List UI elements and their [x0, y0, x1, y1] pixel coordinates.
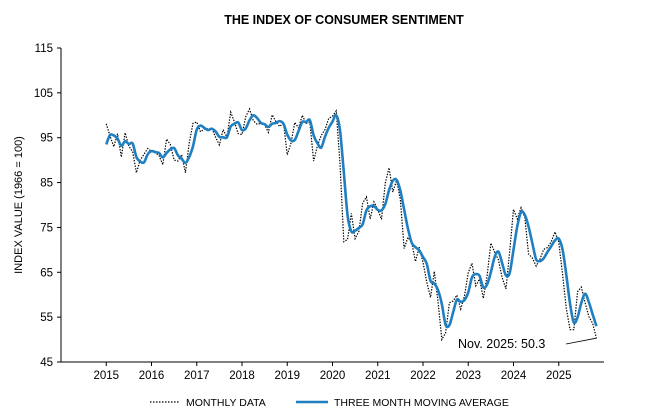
legend: MONTHLY DATA THREE MONTH MOVING AVERAGE — [150, 397, 509, 409]
y-axis-label: INDEX VALUE (1966 = 100) — [13, 136, 25, 274]
plot-area — [60, 48, 604, 363]
annotation-label: Nov. 2025: 50.3 — [458, 337, 545, 351]
y-tick-label: 105 — [34, 88, 53, 100]
chart-title: THE INDEX OF CONSUMER SENTIMENT — [224, 13, 464, 27]
legend-label-monthly: MONTHLY DATA — [186, 397, 266, 409]
y-tick-label: 75 — [40, 222, 53, 234]
y-tick-group: 45 55 65 75 85 95 105 115 — [34, 43, 61, 369]
annotation-leader-line — [565, 337, 597, 345]
legend-label-moving-average: THREE MONTH MOVING AVERAGE — [334, 397, 509, 409]
x-tick-label: 2025 — [546, 370, 572, 382]
y-tick-label: 45 — [40, 357, 53, 369]
x-tick-label: 2016 — [139, 370, 165, 382]
y-tick-label: 95 — [40, 133, 53, 145]
x-tick-label: 2018 — [229, 370, 255, 382]
x-tick-label: 2024 — [501, 370, 527, 382]
x-tick-label: 2017 — [184, 370, 210, 382]
x-tick-label: 2022 — [410, 370, 436, 382]
series-layer — [105, 107, 598, 342]
y-tick-label: 85 — [40, 178, 53, 190]
annotation: Nov. 2025: 50.3 — [458, 337, 597, 351]
x-tick-label: 2020 — [320, 370, 346, 382]
x-tick-group: 2015 2016 2017 2018 2019 2020 2021 2022 2023 2024… — [93, 362, 572, 382]
x-tick-label: 2021 — [365, 370, 391, 382]
y-tick-label: 115 — [35, 43, 53, 55]
series-line-moving-average — [105, 113, 598, 329]
series-line-monthly — [105, 107, 598, 342]
x-tick-label: 2015 — [93, 370, 119, 382]
y-tick-label: 55 — [40, 312, 53, 324]
x-tick-label: 2023 — [455, 370, 481, 382]
x-tick-label: 2019 — [274, 370, 300, 382]
y-tick-label: 65 — [40, 267, 53, 279]
